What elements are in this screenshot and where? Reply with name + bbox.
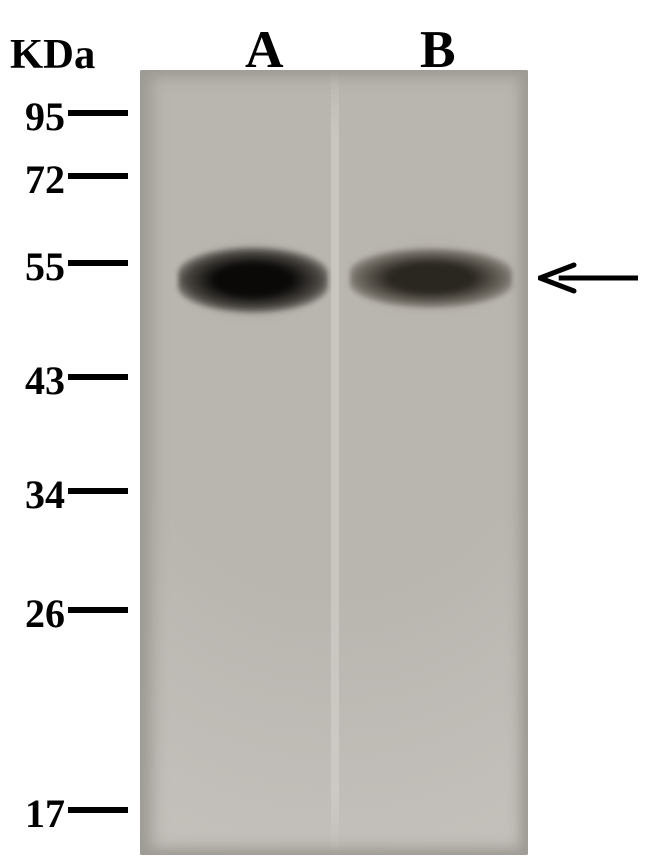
lane-divider [331,70,339,855]
mw-tick-72 [68,173,128,179]
mw-label-34: 34 [5,471,65,518]
blot-membrane [140,70,528,855]
mw-tick-55 [68,260,128,266]
mw-label-43: 43 [5,357,65,404]
mw-label-72: 72 [5,156,65,203]
mw-tick-26 [68,607,128,613]
mw-tick-43 [68,374,128,380]
band-lane-a [178,247,328,313]
western-blot-figure: KDa A B 95725543342617 [0,0,650,868]
mw-label-17: 17 [5,790,65,837]
mw-tick-95 [68,110,128,116]
mw-tick-17 [68,807,128,813]
band-lane-b [350,248,512,308]
mw-label-95: 95 [5,93,65,140]
arrow-icon [538,260,650,296]
mw-tick-34 [68,488,128,494]
axis-title: KDa [10,30,95,79]
mw-label-55: 55 [5,243,65,290]
indicator-arrow [538,260,650,296]
mw-label-26: 26 [5,590,65,637]
